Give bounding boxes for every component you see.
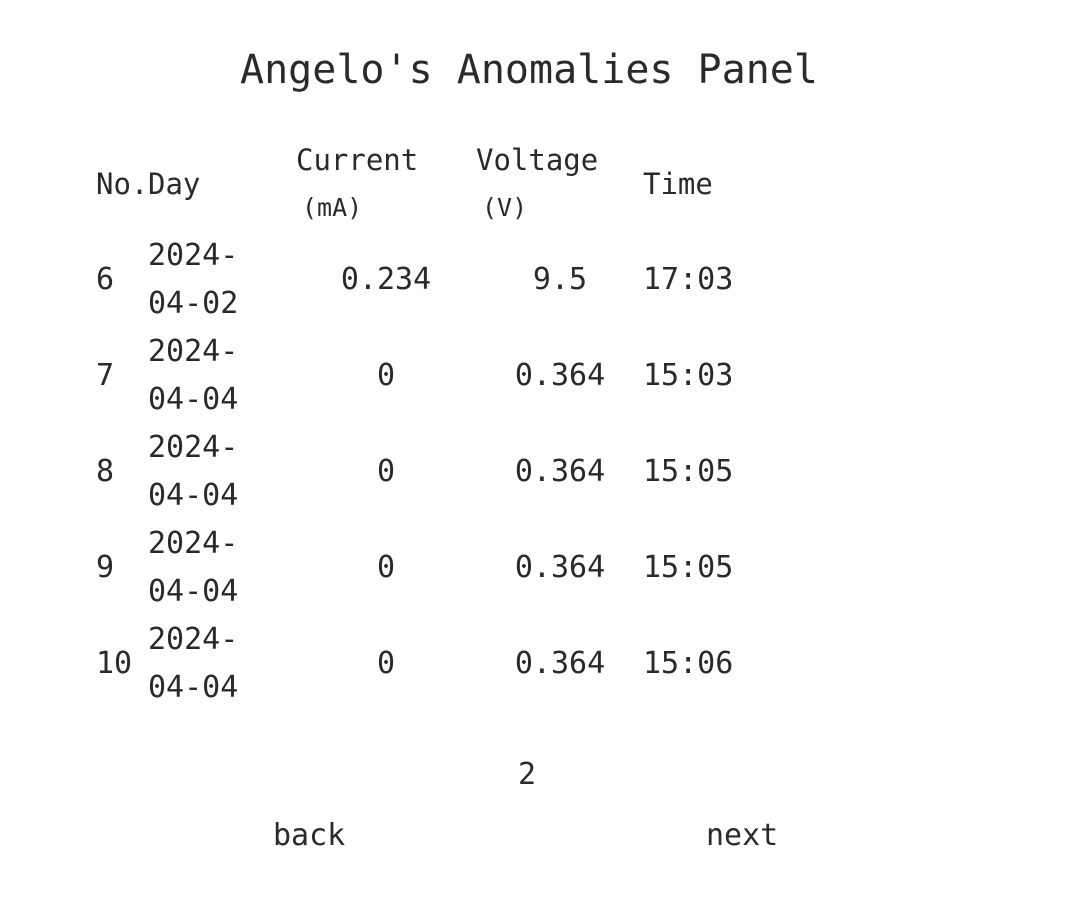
cell-voltage: 0.364: [514, 454, 606, 489]
cell-voltage: 0.364: [514, 646, 606, 681]
cell-day-line2: 04-04: [148, 670, 239, 705]
page-number: 2: [517, 757, 537, 792]
page-title: Angelo's Anomalies Panel: [240, 47, 818, 93]
cell-day-line2: 04-04: [148, 478, 239, 513]
header-time: Time: [643, 167, 713, 201]
cell-voltage: 9.5: [532, 262, 588, 297]
back-button[interactable]: back: [273, 812, 345, 860]
header-current-unit: (mA): [302, 193, 363, 222]
header-voltage: Voltage: [476, 143, 599, 177]
cell-no: 8: [96, 454, 115, 489]
cell-day-line2: 04-04: [148, 574, 239, 609]
header-current: Current: [296, 143, 419, 177]
cell-no: 9: [96, 550, 115, 585]
cell-day-line1: 2024-: [148, 526, 239, 561]
cell-time: 15:05: [643, 550, 734, 585]
cell-current: 0: [376, 550, 396, 585]
cell-day-line2: 04-02: [148, 286, 239, 321]
cell-time: 15:05: [643, 454, 734, 489]
cell-day-line1: 2024-: [148, 334, 239, 369]
cell-day-line1: 2024-: [148, 622, 239, 657]
cell-time: 17:03: [643, 262, 734, 297]
next-button[interactable]: next: [706, 812, 778, 860]
cell-day-line2: 04-04: [148, 382, 239, 417]
header-no: No.: [96, 167, 149, 201]
cell-day-line1: 2024-: [148, 238, 239, 273]
header-voltage-unit: (V): [482, 193, 528, 222]
cell-current: 0: [376, 358, 396, 393]
cell-current: 0: [376, 454, 396, 489]
cell-no: 6: [96, 262, 115, 297]
cell-voltage: 0.364: [514, 358, 606, 393]
header-day: Day: [148, 167, 201, 201]
cell-no: 7: [96, 358, 115, 393]
cell-day-line1: 2024-: [148, 430, 239, 465]
cell-time: 15:06: [643, 646, 734, 681]
cell-voltage: 0.364: [514, 550, 606, 585]
cell-current: 0: [376, 646, 396, 681]
cell-time: 15:03: [643, 358, 734, 393]
cell-no: 10: [96, 646, 133, 681]
cell-current: 0.234: [340, 262, 432, 297]
